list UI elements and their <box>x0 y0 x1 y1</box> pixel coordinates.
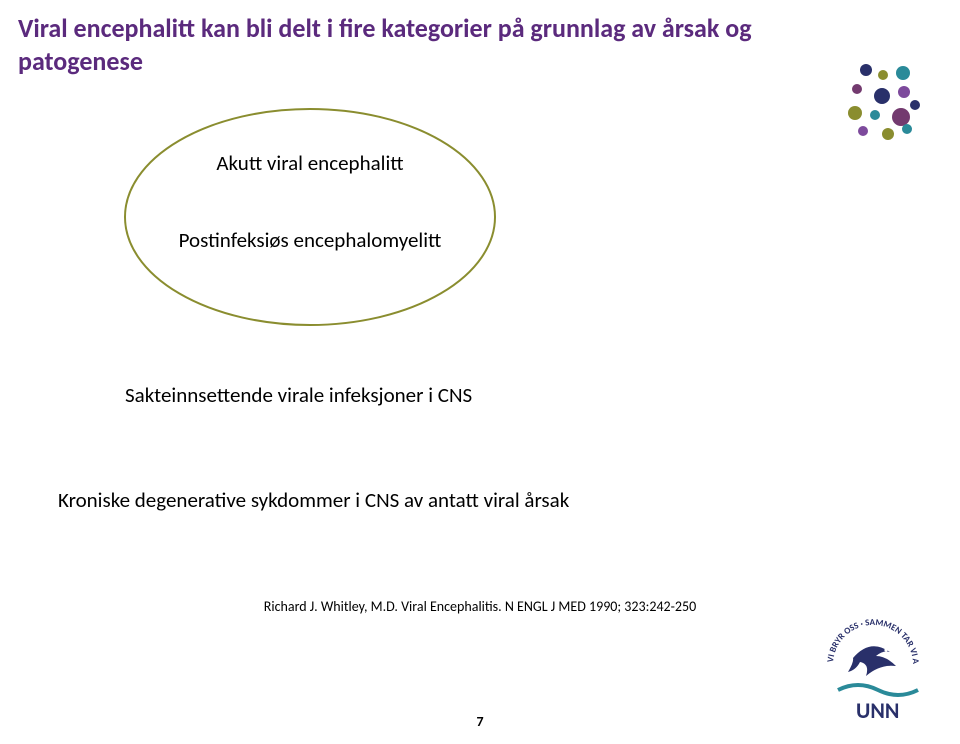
dot-icon <box>902 124 912 134</box>
slide-title: Viral encephalitt kan bli delt i fire ka… <box>18 12 778 77</box>
slide-title-text: Viral encephalitt kan bli delt i fire ka… <box>18 12 752 77</box>
dot-icon <box>870 110 880 120</box>
wave-icon <box>838 685 918 695</box>
ellipse-icon <box>120 105 500 330</box>
category-4: Kroniske degenerative sykdommer i CNS av… <box>0 487 960 513</box>
dot-icon <box>898 86 910 98</box>
category-4-text: Kroniske degenerative sykdommer i CNS av… <box>58 487 569 513</box>
unn-logo: VI BRYR OSS · SAMMEN TAR VI ANSVAR UNN <box>808 610 938 730</box>
dot-icon <box>878 70 888 80</box>
page-number-text: 7 <box>476 713 483 730</box>
ellipse-shape <box>125 109 495 325</box>
dot-icon <box>874 88 890 104</box>
decorative-dots <box>840 60 920 140</box>
dot-icon <box>858 126 868 136</box>
unn-logo-svg: VI BRYR OSS · SAMMEN TAR VI ANSVAR UNN <box>808 610 938 730</box>
dot-icon <box>848 106 862 120</box>
dot-icon <box>860 64 872 76</box>
category-1: Akutt viral encephalitt <box>120 150 500 176</box>
dot-icon <box>852 84 862 94</box>
ellipse-highlight <box>120 105 500 330</box>
bird-icon <box>848 646 896 676</box>
dot-icon <box>896 66 910 80</box>
category-2-text: Postinfeksiøs encephalomyelitt <box>179 227 442 253</box>
dot-icon <box>910 100 920 110</box>
dot-icon <box>882 128 894 140</box>
category-3-text: Sakteinnsettende virale infeksjoner i CN… <box>125 382 472 408</box>
logo-unn-text: UNN <box>856 697 899 724</box>
category-1-text: Akutt viral encephalitt <box>216 150 403 176</box>
citation-text: Richard J. Whitley, M.D. Viral Encephali… <box>264 598 696 615</box>
category-2: Postinfeksiøs encephalomyelitt <box>120 227 500 253</box>
category-3: Sakteinnsettende virale infeksjoner i CN… <box>0 382 960 408</box>
